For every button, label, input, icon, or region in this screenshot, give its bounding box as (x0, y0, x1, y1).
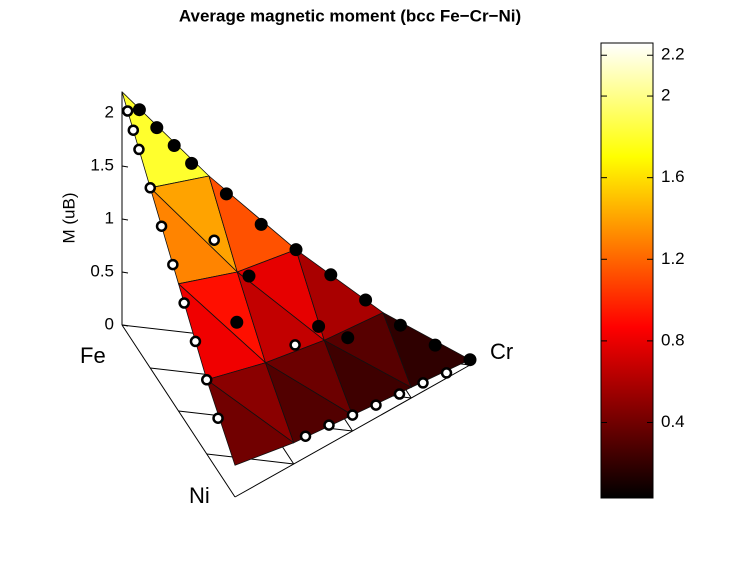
data-point (299, 430, 312, 442)
data-point (370, 399, 382, 411)
data-point (201, 374, 213, 386)
colorbar-tick-label: 0.8 (661, 330, 685, 349)
data-point (167, 258, 179, 271)
surface-facet (323, 339, 412, 416)
data-point (189, 335, 202, 348)
data-point (155, 220, 168, 232)
data-point (150, 121, 164, 135)
data-point (178, 297, 190, 309)
data-point (208, 234, 220, 246)
data-point (127, 124, 140, 136)
data-point (212, 412, 224, 424)
data-point (254, 217, 268, 231)
data-point (393, 388, 406, 400)
data-point (132, 103, 146, 117)
colorbar-gradient (600, 42, 654, 499)
data-point (324, 268, 338, 282)
corner-label: Fe (80, 343, 106, 368)
data-point (359, 293, 373, 307)
data-point (144, 182, 156, 194)
corner-label: Cr (490, 339, 513, 364)
colorbar: 0.4 0.8 1.2 1.6 2 2.2 (600, 42, 685, 499)
chart-title: Average magnetic moment (bcc Fe−Cr−Ni) (179, 6, 521, 25)
data-point (167, 139, 181, 152)
data-point (242, 269, 256, 283)
z-tick-label: 1 (105, 208, 114, 227)
data-point (346, 409, 359, 421)
corner-label: Ni (189, 483, 210, 508)
data-point (417, 377, 429, 389)
colorbar-tick-label: 1.2 (661, 249, 685, 268)
colorbar-tick-label: 0.4 (661, 412, 685, 431)
z-tick-label: 2 (105, 102, 114, 121)
z-tick (121, 324, 129, 327)
data-point (393, 318, 407, 332)
data-point (323, 419, 335, 431)
data-point (121, 105, 134, 117)
data-point (230, 315, 244, 329)
data-point (341, 331, 355, 345)
colorbar-tick-label: 1.6 (661, 167, 685, 186)
data-point (428, 338, 442, 352)
z-tick-label: 0 (105, 314, 114, 333)
data-point (440, 367, 453, 379)
z-tick (121, 218, 129, 221)
data-point (133, 143, 145, 156)
z-tick-label: 0.5 (90, 261, 114, 280)
data-point (312, 319, 326, 333)
data-point (289, 339, 301, 351)
plot-area: 0 0.5 1 1.5 2 (90, 91, 477, 498)
z-axis-label: M (uB) (59, 193, 78, 244)
data-point (185, 156, 199, 170)
data-point (289, 243, 303, 257)
z-tick (121, 165, 129, 168)
z-tick-label: 1.5 (90, 155, 114, 174)
colorbar-tick-label: 2.2 (661, 45, 685, 64)
z-tick (121, 271, 129, 274)
data-point (463, 353, 477, 367)
colorbar-tick-label: 2 (661, 86, 670, 105)
data-point (219, 187, 233, 201)
